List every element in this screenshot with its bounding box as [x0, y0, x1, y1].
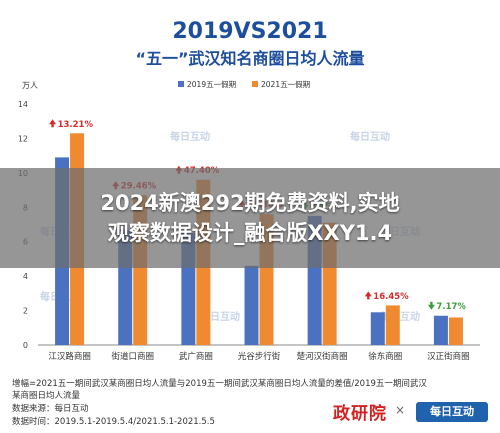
y-tick-label-0: 0 [23, 341, 28, 350]
bar-1-5 [385, 305, 400, 345]
data-period: 数据时间：2019.5.1-2019.5.4/2021.5.1-2021.5.5 [12, 417, 215, 427]
growth-annotation-6: 7.17% [436, 302, 466, 312]
x-tick-label-0: 江汉路商圈 [48, 351, 91, 362]
up-arrow-icon-0 [49, 119, 57, 128]
bar-0-5 [370, 312, 385, 345]
y-tick-label-1: 2 [23, 307, 28, 316]
legend: 2019五一假期 2021五一假期 [178, 80, 310, 89]
brand-getui-logo: 每日互动 [416, 402, 488, 422]
x-tick-label-1: 街道口商圈 [111, 351, 154, 362]
data-source: 数据来源：每日互动 [12, 404, 89, 414]
legend-label-0: 2019五一假期 [187, 80, 236, 89]
x-tick-label-6: 汉正街商圈 [427, 351, 470, 362]
x-tick-label-2: 武广商圈 [179, 351, 213, 362]
brand-zhengyanyuan-logo: 政研院 [333, 404, 387, 424]
y-axis-unit: 万人 [22, 81, 38, 90]
y-tick-label-7: 14 [18, 100, 28, 109]
y-tick-label-6: 12 [18, 134, 28, 143]
brand-separator: × [395, 403, 406, 417]
down-arrow-icon-6 [427, 301, 435, 310]
growth-annotation-5: 16.45% [373, 292, 409, 302]
chart-title-main: 2019VS2021 [172, 19, 327, 44]
headline-overlay: 2024新澳292期免费资料,实地 观察数据设计_融合版XXY1.4 [0, 168, 500, 268]
watermark-text-0: 每日互动 [170, 130, 210, 143]
legend-swatch-0 [178, 81, 184, 87]
legend-label-1: 2021五一假期 [261, 80, 310, 89]
footnote-line-1: 增幅=2021五一期间武汉某商圈日均人流量与2019五一期间武汉某商圈日均人流量… [12, 379, 427, 389]
x-tick-label-4: 楚河汉街商圈 [297, 351, 348, 362]
bar-0-6 [433, 315, 448, 345]
up-arrow-icon-5 [364, 291, 372, 300]
y-tick-label-2: 4 [23, 272, 28, 281]
x-tick-label-5: 徐东商圈 [368, 351, 402, 362]
overlay-line-2: 观察数据设计_融合版XXY1.4 [107, 221, 393, 245]
overlay-line-1: 2024新澳292期免费资料,实地 [100, 191, 400, 215]
bar-1-6 [448, 317, 463, 345]
chart-title-sub: “五一”武汉知名商圈日均人流量 [135, 49, 364, 68]
x-tick-label-3: 光谷步行街 [238, 351, 281, 362]
legend-swatch-1 [252, 81, 258, 87]
footnote-line-2: 某商圈日均人流量 [12, 391, 81, 401]
watermark-text-1: 每日互动 [350, 130, 390, 143]
growth-annotation-0: 13.21% [58, 120, 94, 130]
bar-0-3 [244, 265, 259, 345]
